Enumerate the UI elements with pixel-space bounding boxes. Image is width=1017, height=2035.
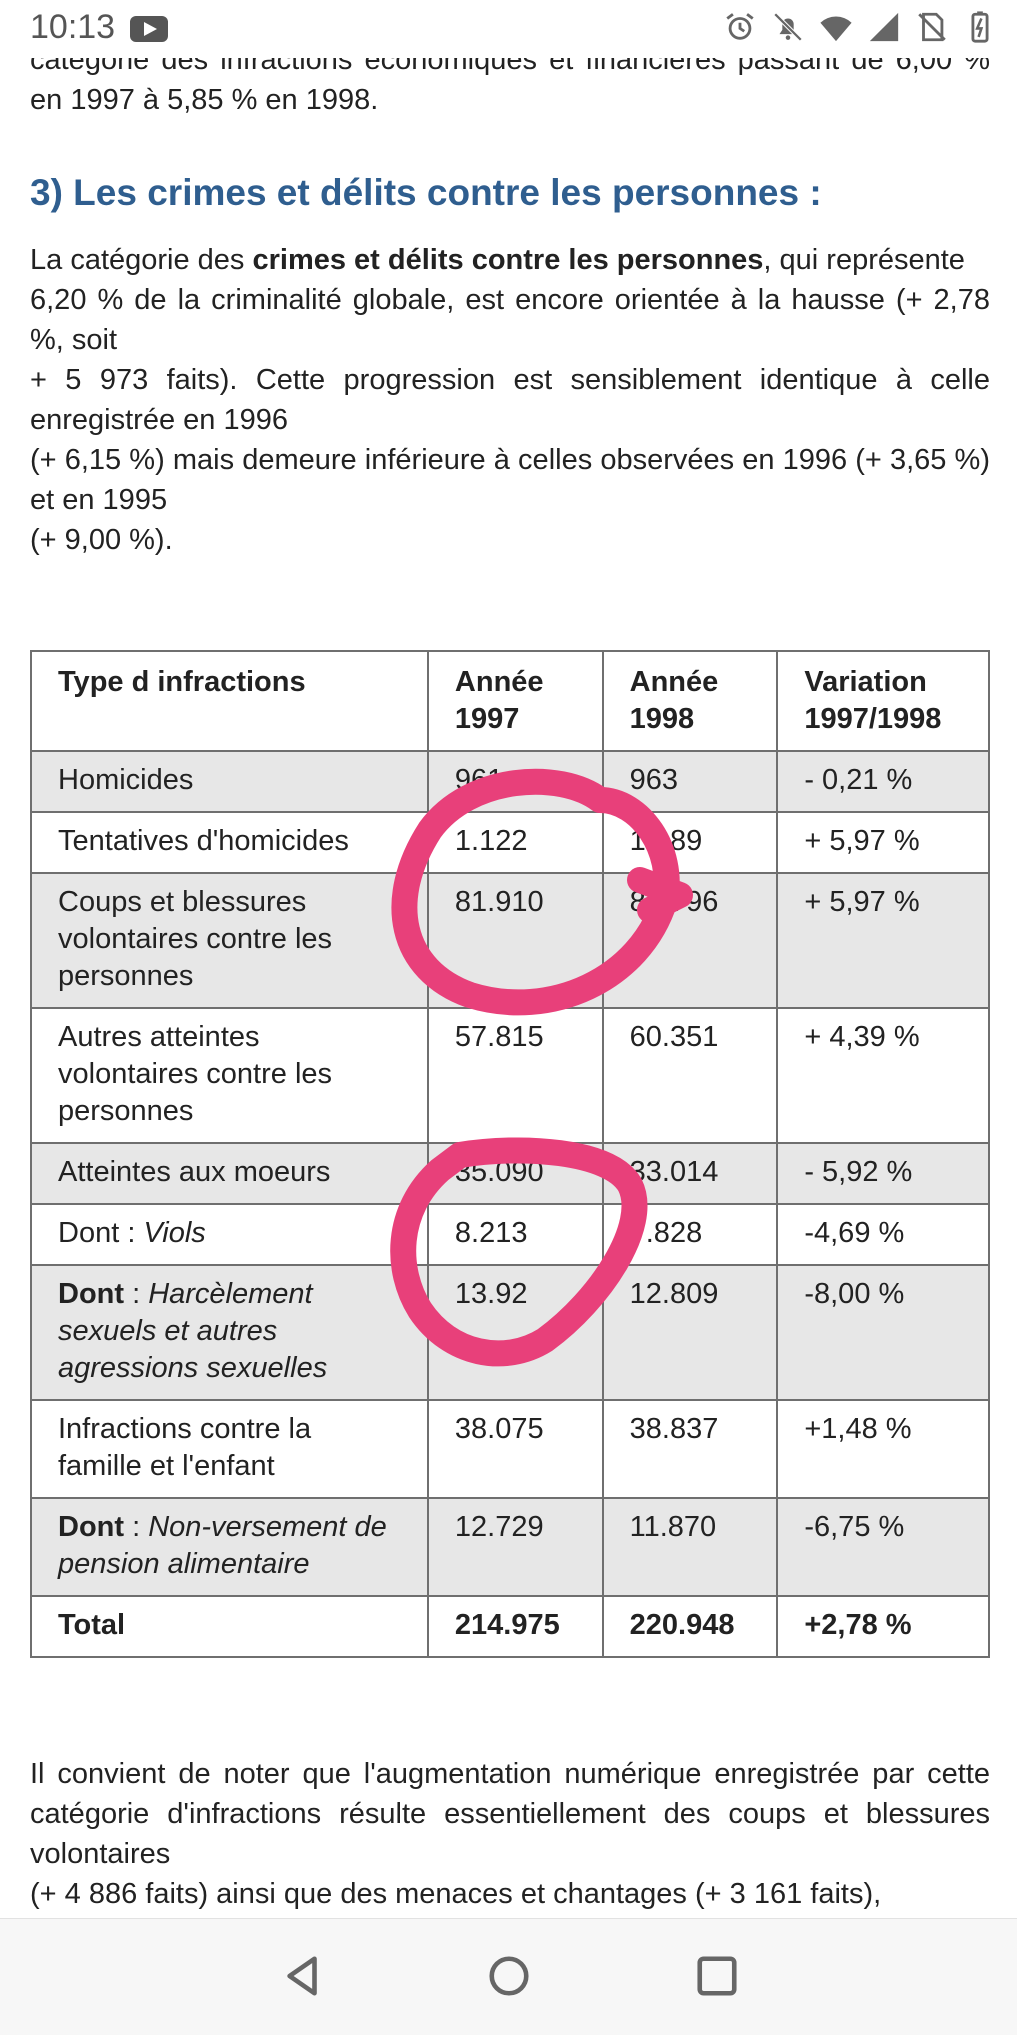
status-time: 10:13 <box>30 8 116 46</box>
row-1997: 961 <box>426 750 604 813</box>
intro-line-4: (+ 6,15 %) mais demeure inférieure à cel… <box>30 444 990 516</box>
navigation-bar <box>0 1918 1017 2035</box>
intro-line-2: 6,20 % de la criminalité globale, est en… <box>30 284 990 356</box>
recents-icon[interactable] <box>694 1953 740 1999</box>
row-type: Atteintes aux moeurs <box>30 1142 429 1205</box>
row-type: Coups et blessures volontaires contre le… <box>30 872 429 1009</box>
row-type: Dont : Viols <box>30 1203 429 1266</box>
row-1998: 220.948 <box>601 1595 779 1658</box>
row-variation: + 4,39 % <box>776 1007 990 1144</box>
outro-paragraph: Il convient de noter que l'augmentation … <box>30 1754 990 1914</box>
intro-bold: crimes et délits contre les personnes <box>252 244 764 276</box>
row-type: Autres atteintes volontaires contre les … <box>30 1007 429 1144</box>
row-1997: 35.090 <box>426 1142 604 1205</box>
row-type-sep: : <box>124 1278 149 1310</box>
table-row: Infractions contre la famille et l'enfan… <box>30 1399 990 1499</box>
row-1998: 963 <box>601 750 779 813</box>
wifi-icon <box>820 16 852 42</box>
table-row: Tentatives d'homicides 1.122 1.189 + 5,9… <box>30 811 990 874</box>
intro-paragraph: La catégorie des crimes et délits contre… <box>30 240 990 560</box>
home-icon[interactable] <box>486 1953 532 1999</box>
row-1997: 38.075 <box>426 1399 604 1499</box>
outro-line-1: Il convient de noter que l'augmentation … <box>30 1758 990 1870</box>
section-heading: 3) Les crimes et délits contre les perso… <box>30 172 822 213</box>
row-1998: 60.351 <box>601 1007 779 1144</box>
row-variation: -8,00 % <box>776 1264 990 1401</box>
row-variation: - 0,21 % <box>776 750 990 813</box>
row-variation: -6,75 % <box>776 1497 990 1597</box>
row-type-prefix: Dont : <box>58 1217 144 1249</box>
row-variation: + 5,97 % <box>776 811 990 874</box>
table-row: Dont : Harcèlement sexuels et autres agr… <box>30 1264 990 1401</box>
table-row: Dont : Viols 8.213 7.828 -4,69 % <box>30 1203 990 1266</box>
header-variation: Variation 1997/1998 <box>776 650 990 752</box>
outro-line-2: (+ 4 886 faits) ainsi que des menaces et… <box>30 1878 882 1910</box>
table-header-row: Type d infractions Année 1997 Année 1998… <box>30 650 990 752</box>
row-type-italic: Viols <box>143 1217 206 1249</box>
row-1997: 13.92 <box>426 1264 604 1401</box>
row-variation: -4,69 % <box>776 1203 990 1266</box>
row-type-sep: : <box>124 1511 149 1543</box>
row-type: Total <box>30 1595 429 1658</box>
row-type-prefix: Dont <box>58 1278 125 1310</box>
row-1998: 1.189 <box>601 811 779 874</box>
row-type-italic: Non-versement de pension alimentaire <box>58 1511 387 1580</box>
status-icons <box>723 10 997 44</box>
row-1997: 214.975 <box>426 1595 604 1658</box>
row-variation: +1,48 % <box>776 1399 990 1499</box>
row-variation: + 5,97 % <box>776 872 990 1009</box>
table-row: Dont : Non-versement de pension alimenta… <box>30 1497 990 1597</box>
status-bar: 10:13 <box>0 0 1017 58</box>
row-type: Tentatives d'homicides <box>30 811 429 874</box>
notifications-off-icon <box>773 12 803 42</box>
row-1998: 7.828 <box>601 1203 779 1266</box>
row-variation: - 5,92 % <box>776 1142 990 1205</box>
battery-icon <box>971 11 989 43</box>
row-type: Dont : Non-versement de pension alimenta… <box>30 1497 429 1597</box>
intro-line-5: (+ 9,00 %). <box>30 524 173 556</box>
row-1998: 38.837 <box>601 1399 779 1499</box>
table-row: Atteintes aux moeurs 35.090 33.014 - 5,9… <box>30 1142 990 1205</box>
row-type-italic: Harcèlement sexuels et autres agressions… <box>58 1278 328 1384</box>
intro-text-2: , qui représente <box>763 244 965 276</box>
row-1997: 57.815 <box>426 1007 604 1144</box>
crime-table: Type d infractions Année 1997 Année 1998… <box>30 650 990 1658</box>
table-row-total: Total 214.975 220.948 +2,78 % <box>30 1595 990 1658</box>
row-type: Dont : Harcèlement sexuels et autres agr… <box>30 1264 429 1401</box>
intro-line-3: + 5 973 faits). Cette progression est se… <box>30 364 990 436</box>
alarm-icon <box>726 13 754 40</box>
row-type: Homicides <box>30 750 429 813</box>
header-1998: Année 1998 <box>601 650 779 752</box>
row-type: Infractions contre la famille et l'enfan… <box>30 1399 429 1499</box>
no-sim-icon <box>918 12 946 42</box>
back-icon[interactable] <box>280 1953 326 1999</box>
row-1997: 81.910 <box>426 872 604 1009</box>
row-1997: 1.122 <box>426 811 604 874</box>
table-row: Autres atteintes volontaires contre les … <box>30 1007 990 1144</box>
row-1998: 86.796 <box>601 872 779 1009</box>
row-variation: +2,78 % <box>776 1595 990 1658</box>
row-type-prefix: Dont <box>58 1511 125 1543</box>
table-row: Homicides 961 963 - 0,21 % <box>30 750 990 813</box>
table-row: Coups et blessures volontaires contre le… <box>30 872 990 1009</box>
row-1997: 8.213 <box>426 1203 604 1266</box>
intro-text-1: La catégorie des <box>30 244 253 276</box>
signal-icon <box>869 12 899 42</box>
row-1998: 11.870 <box>601 1497 779 1597</box>
row-1998: 12.809 <box>601 1264 779 1401</box>
youtube-icon <box>130 16 168 42</box>
row-1997: 12.729 <box>426 1497 604 1597</box>
header-1997: Année 1997 <box>426 650 604 752</box>
row-1998: 33.014 <box>601 1142 779 1205</box>
header-type: Type d infractions <box>30 650 429 752</box>
